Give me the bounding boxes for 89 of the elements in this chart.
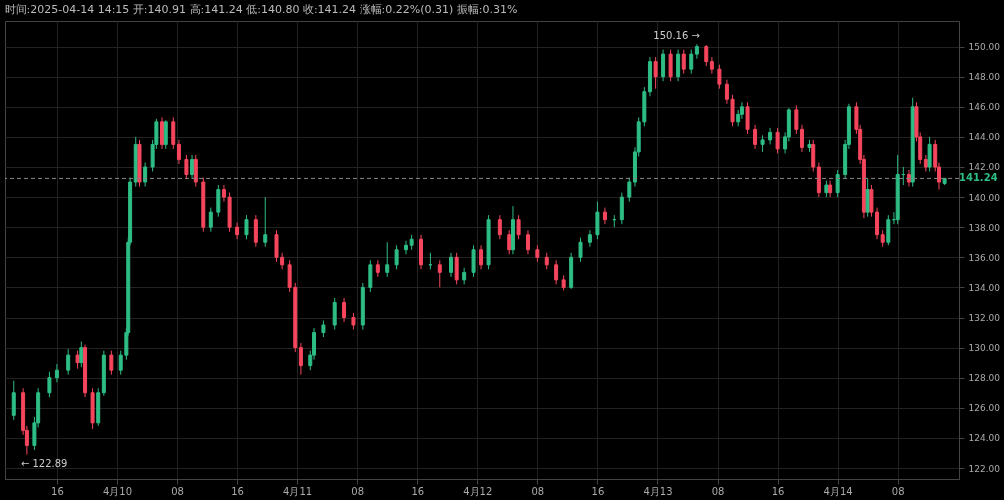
candlestick bbox=[47, 371, 52, 398]
candlestick bbox=[184, 154, 189, 180]
candlestick bbox=[171, 116, 176, 150]
candlestick bbox=[753, 124, 758, 150]
candlestick bbox=[394, 244, 399, 270]
candlestick bbox=[627, 177, 632, 203]
candlestick bbox=[717, 64, 722, 90]
candlestick bbox=[653, 56, 658, 90]
candlestick bbox=[471, 244, 476, 278]
candlestick bbox=[835, 169, 840, 198]
candlestick bbox=[525, 229, 530, 255]
candlestick bbox=[368, 259, 373, 293]
x-tick-label: 4月13 bbox=[643, 485, 673, 497]
candlestick bbox=[775, 127, 780, 154]
x-tick-label: 08 bbox=[531, 485, 545, 497]
x-tick-label: 08 bbox=[891, 485, 905, 497]
y-tick-label: 140.00 bbox=[968, 192, 1001, 203]
candlestick bbox=[689, 49, 694, 75]
candlestick bbox=[176, 139, 181, 165]
candlestick bbox=[479, 244, 484, 270]
candlestick bbox=[190, 154, 195, 180]
candlestick bbox=[163, 119, 168, 150]
annotation: 150.16 → bbox=[653, 30, 700, 42]
y-tick-label: 124.00 bbox=[968, 433, 1001, 444]
x-tick-label: 16 bbox=[231, 485, 244, 497]
candlestick bbox=[253, 214, 258, 248]
candlestick bbox=[263, 196, 268, 248]
candlestick bbox=[66, 348, 71, 376]
x-tick-label: 08 bbox=[711, 485, 725, 497]
candlestick bbox=[11, 380, 16, 421]
y-tick-label: 126.00 bbox=[968, 403, 1001, 414]
y-tick-label: 146.00 bbox=[968, 102, 1001, 113]
y-tick-label: 142.00 bbox=[968, 162, 1001, 173]
candlestick bbox=[454, 252, 459, 285]
y-tick-label: 148.00 bbox=[968, 72, 1001, 83]
candlestick bbox=[886, 214, 891, 246]
candlestick bbox=[709, 56, 714, 75]
y-tick-label: 128.00 bbox=[968, 373, 1001, 384]
candlestick bbox=[554, 259, 559, 285]
x-tick-label: 16 bbox=[591, 485, 605, 497]
candlestick bbox=[244, 214, 249, 240]
x-tick-label: 08 bbox=[351, 485, 365, 497]
candlestick bbox=[619, 192, 624, 225]
candlestick bbox=[681, 49, 686, 75]
candlestick bbox=[676, 49, 681, 82]
candlestick bbox=[704, 44, 709, 67]
candlestick bbox=[235, 222, 240, 240]
candlestick bbox=[578, 237, 583, 263]
candlestick bbox=[587, 229, 592, 248]
ref-line-label: 141.24 bbox=[959, 172, 998, 184]
y-tick-label: 136.00 bbox=[968, 252, 1001, 263]
chart-title: 时间:2025-04-14 14:15 开:140.91 高:141.24 低:140.80 收:141.24 涨幅:0.22%(0.31) 振幅:0.31% bbox=[4, 3, 518, 16]
candlestick bbox=[109, 350, 114, 376]
x-tick-label: 4月14 bbox=[823, 485, 853, 497]
y-tick-label: 130.00 bbox=[968, 343, 1001, 354]
candlestick bbox=[437, 259, 442, 288]
annotation: ← 122.89 bbox=[20, 457, 68, 469]
candlestick bbox=[497, 214, 502, 240]
y-tick-label: 138.00 bbox=[968, 222, 1001, 233]
y-tick-label: 132.00 bbox=[968, 313, 1001, 323]
candlestick bbox=[216, 184, 221, 218]
x-tick-label: 08 bbox=[171, 485, 184, 497]
candlestick bbox=[449, 252, 454, 278]
candlestick bbox=[332, 297, 337, 331]
candlestick bbox=[54, 363, 59, 383]
candlestick bbox=[342, 297, 347, 323]
y-tick-label: 144.00 bbox=[968, 132, 1001, 143]
candlestick bbox=[516, 214, 521, 240]
candlestick bbox=[661, 49, 666, 82]
x-tick-label: 4月11 bbox=[283, 485, 313, 497]
y-tick-label: 122.00 bbox=[968, 463, 1001, 474]
x-tick-label: 16 bbox=[771, 485, 785, 497]
candlestick bbox=[75, 350, 80, 370]
candlestick bbox=[193, 154, 198, 188]
candlestick bbox=[298, 342, 303, 376]
x-tick-label: 4月10 bbox=[102, 485, 133, 497]
candlestick bbox=[745, 101, 750, 135]
candlestick bbox=[385, 241, 390, 278]
y-tick-label: 150.00 bbox=[968, 42, 1001, 53]
y-tick-label: 134.00 bbox=[968, 282, 1001, 293]
candlestick bbox=[208, 207, 213, 233]
x-tick-label: 16 bbox=[411, 485, 425, 497]
x-tick-label: 4月12 bbox=[463, 485, 493, 497]
candlestick bbox=[668, 49, 673, 82]
candlestick bbox=[143, 161, 148, 188]
candlestick bbox=[507, 229, 512, 255]
x-tick-label: 16 bbox=[51, 485, 64, 497]
candlestick bbox=[595, 201, 600, 240]
candlestick bbox=[906, 169, 911, 188]
